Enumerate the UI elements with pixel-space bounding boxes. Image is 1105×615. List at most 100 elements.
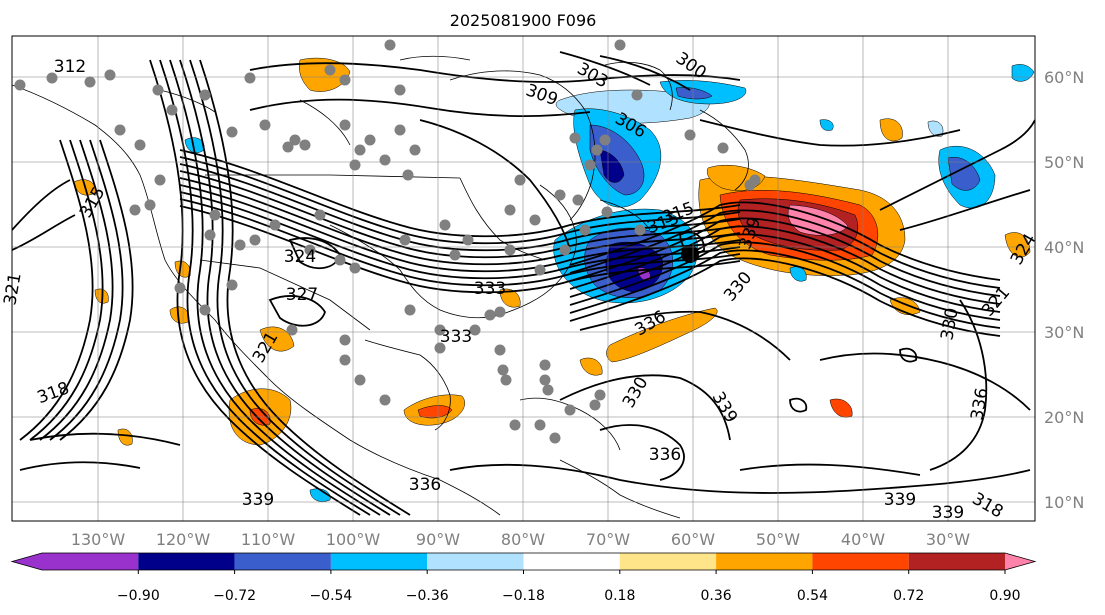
- colorbar-tick-label: −0.72: [213, 588, 256, 604]
- observation-dot: [572, 194, 584, 206]
- colorbar-segment: [234, 553, 331, 570]
- shaded-region: [299, 57, 351, 92]
- contour-label: 312: [54, 57, 86, 77]
- contour-line: [449, 463, 1031, 494]
- coastline: [604, 61, 673, 111]
- contour-line: [899, 347, 918, 363]
- observation-dot: [591, 144, 603, 156]
- longitude-label: 60°W: [671, 530, 715, 549]
- observation-dot: [579, 224, 591, 236]
- contour-line: [19, 139, 94, 441]
- colorbar-tick-label: 0.18: [604, 588, 635, 604]
- contour-line: [819, 352, 1031, 411]
- colorbar-segment: [619, 553, 717, 570]
- observation-dot: [46, 72, 58, 84]
- contour-line: [19, 461, 141, 471]
- observation-dot: [504, 204, 516, 216]
- contour-line: [179, 170, 741, 259]
- observation-dot: [529, 214, 541, 226]
- contour-line: [179, 163, 741, 252]
- observation-dot: [269, 219, 281, 231]
- contour-line: [249, 98, 591, 117]
- colorbar-tick-label: −0.54: [309, 588, 352, 604]
- shaded-region: [675, 87, 713, 100]
- colorbar-segment: [523, 553, 620, 570]
- observation-dot: [564, 404, 576, 416]
- latitude-labels: 60°N 50°N 40°N 30°N 20°N 10°N: [1044, 68, 1084, 512]
- observation-dot: [509, 419, 521, 431]
- contour-line: [569, 241, 1001, 321]
- contour-line: [169, 59, 381, 516]
- observation-dot: [349, 262, 361, 274]
- contour-line: [49, 139, 124, 441]
- coastline: [205, 174, 461, 179]
- longitude-label: 30°W: [926, 530, 970, 549]
- observation-dot: [484, 309, 496, 321]
- latitude-label: 30°N: [1044, 323, 1084, 342]
- shaded-region: [259, 326, 295, 352]
- shaded-region: [117, 428, 133, 446]
- contour-line: [569, 233, 1001, 313]
- observation-dot: [84, 76, 96, 88]
- observation-dot: [154, 174, 166, 186]
- contour-line: [599, 55, 691, 91]
- contour-line: [569, 257, 1001, 337]
- observation-dot: [324, 64, 336, 76]
- observation-dot: [399, 234, 411, 246]
- latitude-label: 40°N: [1044, 238, 1084, 257]
- observation-dot: [209, 209, 221, 221]
- contour-line: [569, 225, 1001, 305]
- observation-dot: [129, 204, 141, 216]
- contour-label: 339: [884, 490, 916, 510]
- colorbar-tick-label: −0.36: [406, 588, 449, 604]
- colorbar-outline: [10, 552, 1037, 571]
- shaded-region: [417, 405, 453, 419]
- observation-dot: [286, 324, 298, 336]
- contour-line: [879, 119, 1035, 211]
- colorbar-segment: [138, 553, 235, 570]
- contour-label: 327: [286, 285, 318, 305]
- contour-line: [569, 217, 1001, 297]
- observation-dot: [539, 359, 551, 371]
- contour-line: [189, 59, 401, 516]
- longitude-label: 90°W: [416, 530, 460, 549]
- contour-line: [179, 59, 391, 516]
- coastline: [519, 397, 621, 451]
- observation-dot: [542, 384, 554, 396]
- contour-line: [12, 179, 71, 231]
- map-panel: 312 303 3003093063153153153213183213243273…: [0, 35, 1084, 549]
- longitude-label: 100°W: [326, 530, 381, 549]
- observation-dot: [569, 132, 581, 144]
- contour-line: [179, 177, 741, 266]
- observation-dot: [631, 89, 643, 101]
- coastline: [699, 109, 749, 191]
- contour-line: [559, 51, 651, 86]
- observation-dot: [199, 304, 211, 316]
- contour-line: [179, 191, 741, 280]
- coastline: [399, 55, 471, 61]
- contour-line: [159, 59, 371, 516]
- observation-dot: [462, 234, 474, 246]
- observation-dot: [404, 304, 416, 316]
- contour-line: [599, 424, 685, 481]
- contour-label: 333: [474, 279, 506, 299]
- observation-dot: [614, 39, 626, 51]
- contour-line: [899, 189, 1031, 231]
- coastline: [364, 339, 451, 431]
- contour-line: [559, 374, 731, 441]
- observation-dot: [504, 244, 516, 256]
- colorbar-tick-label: 0.72: [893, 588, 924, 604]
- observation-dot: [339, 74, 351, 86]
- colorbar-tick-label: 0.90: [989, 588, 1020, 604]
- observation-dot: [434, 324, 446, 336]
- contour-label: 336: [649, 445, 681, 465]
- observation-dot: [409, 144, 421, 156]
- observation-dot: [379, 394, 391, 406]
- observation-dot: [334, 254, 346, 266]
- observation-dot: [539, 374, 551, 386]
- observation-dot: [282, 141, 294, 153]
- observation-dot: [299, 139, 311, 151]
- longitude-label: 50°W: [756, 530, 800, 549]
- contour-line: [569, 249, 1001, 329]
